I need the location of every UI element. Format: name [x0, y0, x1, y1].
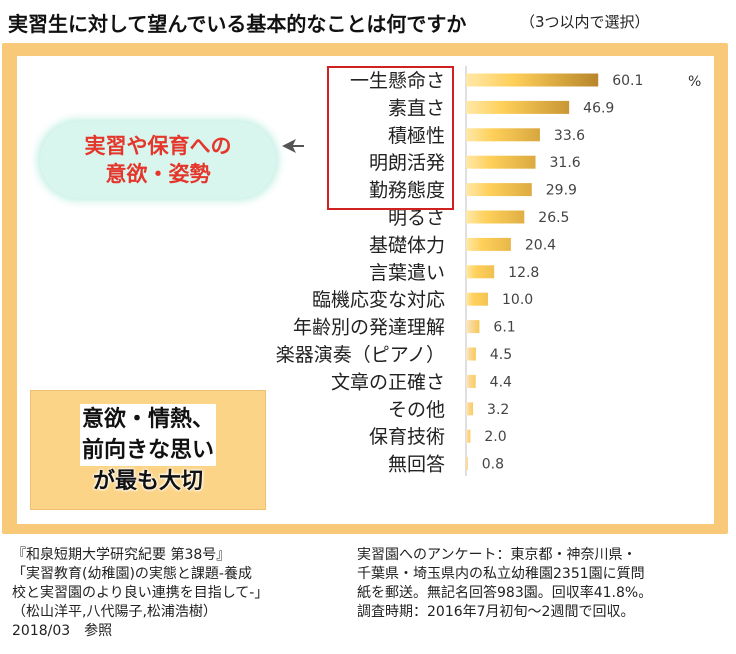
- category-label: 一生懸命さ: [350, 70, 445, 92]
- bar: [466, 374, 476, 388]
- bar: [466, 155, 536, 169]
- bar-value-label: 12.8: [508, 265, 539, 281]
- bar: [466, 128, 540, 142]
- category-label: 保育技術: [369, 426, 445, 448]
- category-label: 勤務態度: [369, 180, 445, 202]
- bar: [466, 210, 525, 224]
- source-citation: 『和泉短期大学研究紀要 第38号』 「実習教育(幼稚園)の実態と課題-養成 校と…: [12, 546, 342, 641]
- bar-value-label: 20.4: [525, 237, 556, 253]
- survey-line: 調査時期：2016年7月初旬～2週間で回収。: [357, 604, 635, 620]
- source-line: 「実習教育(幼稚園)の実態と課題-養成: [12, 566, 252, 582]
- bar: [466, 237, 511, 251]
- callout-bubble: 実習や保育への 意欲・姿勢: [40, 122, 276, 198]
- bar: [466, 429, 471, 443]
- bar-value-label: 6.1: [493, 320, 515, 336]
- category-label: 年齢別の発達理解: [293, 317, 445, 339]
- note-line: が最も大切: [92, 468, 203, 494]
- bar-value-label: 33.6: [554, 128, 585, 144]
- bar: [466, 347, 476, 361]
- category-label: 臨機応変な対応: [312, 289, 445, 311]
- survey-line: 千葉県・埼玉県内の私立幼稚園2351園に質問: [357, 566, 645, 582]
- page-subtitle: （3つ以内で選択）: [520, 13, 650, 31]
- note-line: 前向きな思い: [79, 434, 216, 466]
- note-line: 意欲・情熱、: [79, 403, 216, 435]
- bar: [466, 292, 488, 306]
- bar-value-label: 60.1: [612, 73, 643, 89]
- category-label: その他: [388, 399, 445, 421]
- source-line: 校と実習園のより良い連携を目指して-」: [12, 585, 269, 601]
- bar-value-label: 31.6: [550, 155, 581, 171]
- survey-note: 実習園へのアンケート：東京都・神奈川県・ 千葉県・埼玉県内の私立幼稚園2351園…: [357, 546, 727, 622]
- category-label: 言葉遣い: [369, 262, 445, 284]
- source-line: 2018/03 参照: [12, 623, 113, 639]
- bar: [466, 402, 474, 416]
- callout-line: 実習や保育への: [84, 134, 232, 158]
- bar-value-label: 26.5: [538, 210, 569, 226]
- category-label: 積極性: [388, 125, 445, 147]
- bar: [466, 183, 532, 197]
- category-label: 楽器演奏（ピアノ）: [276, 344, 445, 366]
- bar: [466, 320, 480, 334]
- bar-value-label: 4.4: [490, 374, 512, 390]
- category-label: 文章の正確さ: [331, 371, 445, 393]
- highlight-box: [327, 66, 454, 210]
- category-label: 無回答: [388, 454, 445, 476]
- survey-line: 紙を郵送。無記名回答983園。回収率41.8%。: [357, 585, 653, 601]
- category-label: 素直さ: [388, 97, 445, 119]
- bar-value-label: 0.8: [482, 457, 504, 473]
- bar: [466, 457, 468, 471]
- category-label: 明朗活発: [369, 152, 445, 174]
- bar-value-label: 3.2: [487, 402, 509, 418]
- bar-value-label: 46.9: [583, 100, 614, 116]
- category-label: 明るさ: [388, 207, 445, 229]
- unit-label: %: [688, 74, 701, 90]
- note-box: 意欲・情熱、 前向きな思い が最も大切: [30, 390, 266, 510]
- bar-value-label: 2.0: [484, 429, 506, 445]
- bar-value-label: 29.9: [546, 183, 577, 199]
- source-line: 『和泉短期大学研究紀要 第38号』: [12, 547, 231, 563]
- bar-value-label: 10.0: [502, 292, 533, 308]
- source-line: （松山洋平,八代陽子,松浦浩樹）: [12, 604, 217, 620]
- survey-line: 実習園へのアンケート：東京都・神奈川県・: [357, 547, 637, 563]
- page-title: 実習生に対して望んでいる基本的なことは何ですか: [8, 12, 467, 36]
- bar: [466, 265, 495, 279]
- arrow-left-icon: [282, 139, 304, 153]
- category-label: 基礎体力: [369, 234, 445, 256]
- bar: [466, 100, 570, 114]
- callout-line: 意欲・姿勢: [105, 162, 211, 186]
- bar-value-label: 4.5: [490, 347, 512, 363]
- bar: [466, 73, 599, 87]
